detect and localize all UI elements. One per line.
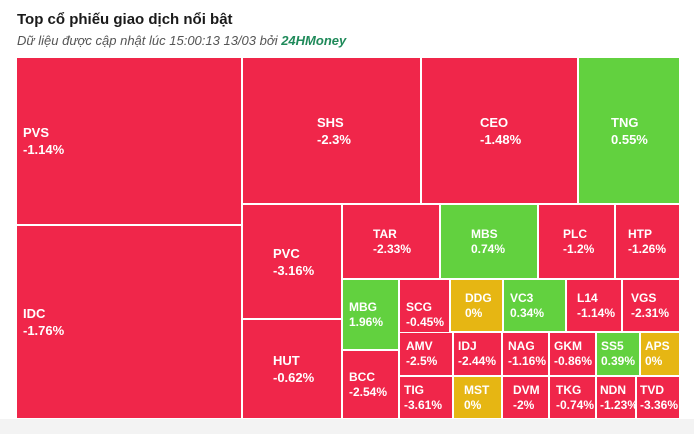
tile-ticker: IDJ xyxy=(458,339,477,353)
tile-ss5[interactable]: SS5 0.39% xyxy=(596,332,640,376)
tile-change: -0.45% xyxy=(406,314,445,329)
tile-ticker: APS xyxy=(645,339,670,353)
tile-plc[interactable]: PLC -1.2% xyxy=(538,204,615,279)
tile-ticker: HTP xyxy=(628,226,652,241)
tile-tig[interactable]: TIG -3.61% xyxy=(399,376,453,419)
tile-aps[interactable]: APS 0% xyxy=(640,332,680,376)
tile-ticker: PLC xyxy=(563,226,587,241)
tile-ticker: MBS xyxy=(471,226,498,241)
tile-ticker: BCC xyxy=(349,369,375,384)
tile-change: -1.26% xyxy=(628,241,667,256)
tile-change: -1.23% xyxy=(600,397,639,412)
tile-tvd[interactable]: TVD -3.36% xyxy=(636,376,680,419)
tile-change: -2% xyxy=(513,397,535,412)
tile-shs[interactable]: SHS -2.3% xyxy=(242,57,421,204)
tile-pvs[interactable]: PVS -1.14% xyxy=(16,57,242,225)
tile-ticker: PVS xyxy=(23,125,50,140)
tile-change: -2.33% xyxy=(373,241,412,256)
tile-hut[interactable]: HUT -0.62% xyxy=(242,319,342,419)
tile-bcc[interactable]: BCC -2.54% xyxy=(342,350,399,419)
tile-ddg[interactable]: DDG 0% xyxy=(450,279,503,332)
tile-l14[interactable]: L14 -1.14% xyxy=(566,279,622,332)
tile-amv[interactable]: AMV -2.5% xyxy=(399,332,453,376)
tile-change: 1.96% xyxy=(349,314,384,329)
tile-ticker: MST xyxy=(464,382,490,397)
tile-change: -1.48% xyxy=(480,131,522,147)
tile-ticker: SHS xyxy=(317,114,344,130)
tile-ticker: L14 xyxy=(577,290,598,305)
tile-ticker: GKM xyxy=(554,339,582,353)
tile-idc[interactable]: IDC -1.76% xyxy=(16,225,242,419)
tile-change: -2.5% xyxy=(406,354,438,368)
tile-mbg[interactable]: MBG 1.96% xyxy=(342,279,399,350)
tile-ceo[interactable]: CEO -1.48% xyxy=(421,57,578,204)
update-info: Dữ liệu được cập nhật lúc 15:00:13 13/03… xyxy=(17,33,346,48)
tile-ticker: DVM xyxy=(513,382,540,397)
tile-ticker: HUT xyxy=(273,353,300,368)
tile-change: -1.2% xyxy=(563,241,595,256)
tile-ndn[interactable]: NDN -1.23% xyxy=(596,376,639,419)
tile-change: 0.74% xyxy=(471,241,506,256)
tile-ticker: NAG xyxy=(508,339,535,353)
tile-change: -1.14% xyxy=(23,142,65,157)
tile-tng[interactable]: TNG 0.55% xyxy=(578,57,680,204)
tile-mbs[interactable]: MBS 0.74% xyxy=(440,204,538,279)
tile-change: -1.14% xyxy=(577,305,616,320)
tile-change: 0% xyxy=(465,305,483,320)
tile-change: -0.86% xyxy=(554,354,593,368)
tile-change: -3.61% xyxy=(404,397,443,412)
tile-htp[interactable]: HTP -1.26% xyxy=(615,204,680,279)
tile-ticker: CEO xyxy=(480,114,509,130)
tile-ticker: SS5 xyxy=(601,339,624,353)
tile-ticker: TKG xyxy=(556,382,582,397)
bottom-divider xyxy=(0,419,694,434)
tile-ticker: IDC xyxy=(23,306,46,321)
tile-ticker: DDG xyxy=(465,290,492,305)
tile-ticker: AMV xyxy=(406,339,433,353)
tile-change: -3.16% xyxy=(273,262,315,278)
tile-change: -2.3% xyxy=(317,131,351,147)
tile-change: -2.31% xyxy=(631,305,670,320)
tile-change: -0.74% xyxy=(556,397,595,412)
tile-idj[interactable]: IDJ -2.44% xyxy=(453,332,502,376)
tile-nag[interactable]: NAG -1.16% xyxy=(502,332,549,376)
update-timestamp-text: Dữ liệu được cập nhật lúc 15:00:13 13/03… xyxy=(17,33,278,48)
tile-change: -3.36% xyxy=(640,397,679,412)
tile-change: -0.62% xyxy=(273,370,315,385)
tile-gkm[interactable]: GKM -0.86% xyxy=(549,332,596,376)
tile-tkg[interactable]: TKG -0.74% xyxy=(549,376,596,419)
tile-change: -2.54% xyxy=(349,384,388,399)
tile-change: -2.44% xyxy=(458,354,497,368)
tile-dvm[interactable]: DVM -2% xyxy=(502,376,549,419)
tile-ticker: TIG xyxy=(404,382,424,397)
tile-ticker: VC3 xyxy=(510,290,534,305)
tile-ticker: TVD xyxy=(640,382,664,397)
tile-vgs[interactable]: VGS -2.31% xyxy=(622,279,680,332)
tile-ticker: PVC xyxy=(273,245,300,261)
tile-mst[interactable]: MST 0% xyxy=(453,376,502,419)
tile-change: 0.55% xyxy=(611,131,648,147)
brand-link[interactable]: 24HMoney xyxy=(281,33,347,48)
tile-ticker: TAR xyxy=(373,226,397,241)
tile-vc3[interactable]: VC3 0.34% xyxy=(503,279,566,332)
tile-ticker: TNG xyxy=(611,114,639,130)
tile-change: 0.39% xyxy=(601,354,636,368)
tile-change: -1.76% xyxy=(23,323,65,338)
tile-change: 0.34% xyxy=(510,305,545,320)
tile-change: 0% xyxy=(645,354,663,368)
tile-ticker: VGS xyxy=(631,290,657,305)
tile-tar[interactable]: TAR -2.33% xyxy=(342,204,440,279)
tile-ticker: SCG xyxy=(406,299,433,314)
tile-change: -1.16% xyxy=(508,354,547,368)
page-title: Top cổ phiếu giao dịch nổi bật xyxy=(17,11,233,28)
tile-pvc[interactable]: PVC -3.16% xyxy=(242,204,342,319)
tile-ticker: NDN xyxy=(600,382,626,397)
tile-ticker: MBG xyxy=(349,299,377,314)
stock-treemap: PVS -1.14% IDC -1.76% SHS -2.3% CEO -1.4… xyxy=(16,57,680,419)
tile-change: 0% xyxy=(464,397,482,412)
